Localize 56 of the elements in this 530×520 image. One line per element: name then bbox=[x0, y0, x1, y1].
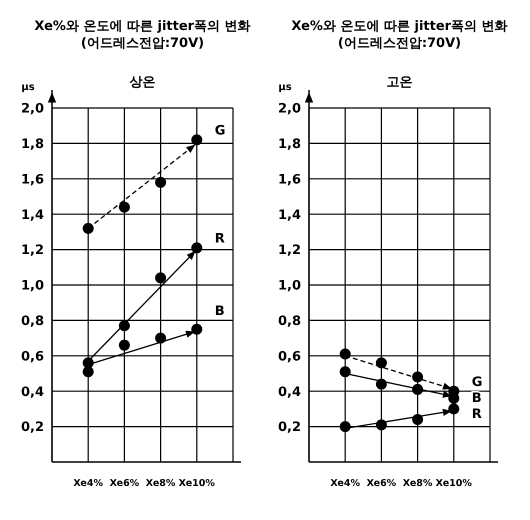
chart-title: Xe%와 온도에 따른 jitter폭의 변화 (어드레스전압:70V) bbox=[291, 19, 508, 51]
series-label: B bbox=[472, 390, 482, 406]
point bbox=[376, 357, 387, 368]
x-tick-label: Xe6% bbox=[366, 478, 397, 489]
point bbox=[118, 340, 130, 351]
point bbox=[82, 222, 94, 234]
x-tick-label: Xe4% bbox=[73, 478, 104, 489]
point bbox=[412, 372, 424, 383]
y-tick-label: 0,8 bbox=[20, 314, 44, 329]
chart-title: Xe%와 온도에 따른 jitter폭의 변화 (어드레스전압:70V) bbox=[34, 19, 251, 51]
point bbox=[340, 366, 351, 378]
x-tick-label: Xe4% bbox=[330, 478, 360, 489]
y-tick-label: 0,4 bbox=[20, 384, 44, 400]
y-tick-label: 1,4 bbox=[278, 208, 301, 223]
y-tick-label: 0,6 bbox=[20, 349, 44, 364]
chart-subtitle: 고온 bbox=[386, 75, 412, 90]
y-tick-label: 2,0 bbox=[278, 102, 301, 117]
series-label: G bbox=[214, 123, 226, 138]
x-tick-label: Xe10% bbox=[436, 478, 472, 489]
y-tick-label: 0,2 bbox=[278, 420, 301, 436]
y-tick-label: 1,2 bbox=[278, 243, 301, 258]
y-axis-title: μs bbox=[21, 82, 35, 93]
series-label: G bbox=[472, 374, 482, 390]
point bbox=[448, 403, 460, 414]
series-label: R bbox=[472, 406, 482, 422]
chart-subtitle: 상온 bbox=[130, 75, 156, 90]
point bbox=[155, 332, 166, 344]
y-tick-label: 1,6 bbox=[20, 172, 44, 188]
x-tick-label: Xe8% bbox=[402, 478, 433, 489]
y-tick-label: 0,2 bbox=[20, 420, 44, 436]
point bbox=[191, 134, 202, 146]
y-axis-title: μs bbox=[278, 82, 292, 93]
point bbox=[82, 366, 94, 378]
x-tick-label: Xe8% bbox=[146, 478, 176, 489]
point bbox=[191, 242, 202, 254]
point bbox=[340, 348, 351, 360]
y-tick-label: 0,6 bbox=[278, 349, 301, 364]
y-tick-label: 1,2 bbox=[20, 243, 44, 258]
y-tick-label: 2,0 bbox=[20, 102, 44, 117]
y-tick-label: 0,8 bbox=[278, 314, 301, 329]
point bbox=[191, 324, 202, 335]
point bbox=[340, 421, 351, 432]
y-tick-label: 1,8 bbox=[20, 136, 44, 152]
point bbox=[118, 202, 130, 213]
y-tick-label: 1,0 bbox=[20, 278, 44, 294]
series-label: R bbox=[214, 231, 225, 246]
point bbox=[155, 176, 166, 188]
y-tick-label: 1,6 bbox=[278, 172, 301, 188]
x-tick-label: Xe10% bbox=[178, 478, 216, 489]
y-tick-label: 0,4 bbox=[278, 384, 301, 400]
series-label: B bbox=[214, 304, 225, 319]
y-tick-label: 1,0 bbox=[278, 278, 301, 294]
y-tick-label: 1,4 bbox=[20, 208, 44, 223]
x-tick-label: Xe6% bbox=[110, 478, 140, 489]
point bbox=[155, 272, 166, 284]
y-tick-label: 1,8 bbox=[278, 136, 301, 152]
